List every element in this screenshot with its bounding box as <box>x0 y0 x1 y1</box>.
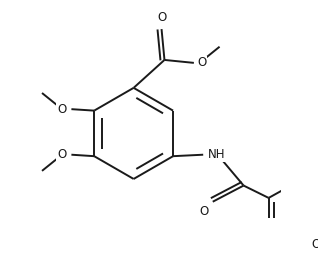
Text: O: O <box>199 205 208 218</box>
Text: NH: NH <box>208 148 226 161</box>
Text: O: O <box>157 11 166 24</box>
Text: O: O <box>197 56 206 69</box>
Text: O: O <box>57 103 66 116</box>
Text: O: O <box>312 238 318 251</box>
Text: O: O <box>57 148 66 161</box>
